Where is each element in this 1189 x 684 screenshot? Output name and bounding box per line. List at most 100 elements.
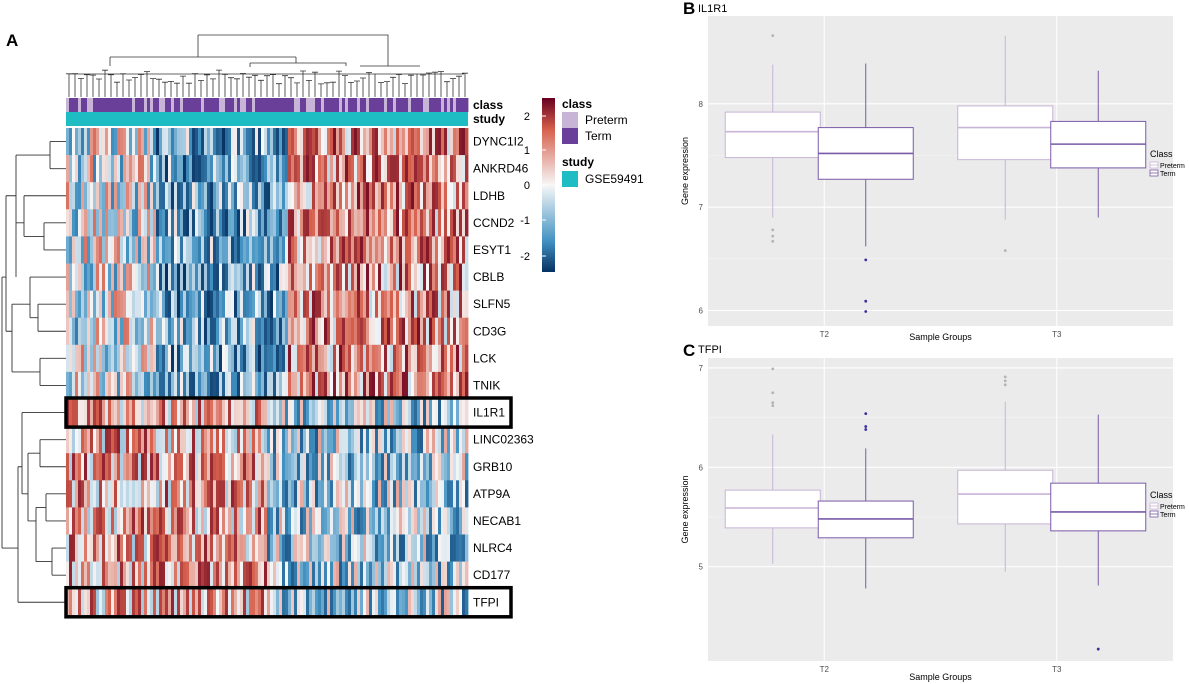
outlier-point [771, 34, 775, 38]
x-tick-label: T3 [1052, 665, 1062, 674]
box-term-t3 [1050, 414, 1147, 651]
legend-term-label: Term [585, 129, 612, 143]
outlier-point [1096, 647, 1100, 651]
x-tick-label: T2 [820, 665, 830, 674]
outlier-point [1003, 379, 1007, 383]
gene-label-nlrc4: NLRC4 [473, 541, 513, 555]
gene-label-atp9a: ATP9A [473, 487, 510, 501]
legend-study-label: GSE59491 [585, 172, 644, 186]
gene-label-necab1: NECAB1 [473, 514, 521, 528]
legend-preterm-label: Preterm [585, 113, 628, 127]
outlier-point [1003, 383, 1007, 387]
box-term-t3 [1050, 70, 1147, 218]
x-axis-label: Sample Groups [909, 672, 972, 682]
heatmap-panel: class study DYNC1I2 ANKRD46 LDHB CCND2 ESYT1… [1, 34, 644, 619]
scale-tick-label: 0 [524, 180, 530, 192]
box-preterm-t2 [724, 34, 821, 243]
y-axis-label: Gene expression [680, 137, 690, 205]
class-annotation-strip [66, 98, 469, 112]
x-tick-label: T3 [1052, 330, 1062, 339]
box-term-t2 [817, 63, 914, 313]
box-preterm-t3 [957, 35, 1054, 252]
color-scale-ticks: 2 1 0 -1 -2 [520, 111, 546, 263]
gene-label-esyt1: ESYT1 [473, 243, 511, 257]
plot-title: TFPI [698, 344, 722, 356]
heatmap-row-il1r1 [66, 399, 469, 427]
outlier-point [864, 425, 868, 428]
heatmap-row-ldhb [66, 182, 469, 210]
gene-label-ldhb: LDHB [473, 189, 505, 203]
heatmap-row-necab1 [66, 507, 469, 535]
outlier-point [1003, 249, 1007, 252]
outlier-point [771, 228, 775, 232]
legend-label-term: Term [1160, 512, 1176, 519]
outlier-point [771, 401, 775, 405]
legend-label-preterm: Preterm [1160, 163, 1185, 170]
heatmap-row-atp9a [66, 480, 469, 508]
outlier-point [771, 239, 775, 243]
gene-label-slfn5: SLFN5 [473, 297, 511, 311]
gene-label-ccnd2: CCND2 [473, 216, 515, 230]
gene-label-linc02363: LINC02363 [473, 433, 534, 447]
heatmap-row-slfn5 [66, 290, 469, 318]
row-dendrogram [1, 141, 66, 603]
y-tick-label: 7 [699, 364, 704, 373]
box-term-t2 [817, 412, 914, 589]
legend-study-swatch [562, 171, 578, 187]
heatmap-row-cblb [66, 263, 469, 291]
plot-title: IL1R1 [698, 3, 727, 15]
gene-label-cd177: CD177 [473, 568, 511, 582]
y-tick-label: 5 [699, 563, 704, 572]
highlight-boxes [64, 396, 513, 619]
legend-title: Class [1150, 490, 1173, 500]
study-row-label: study [473, 112, 505, 126]
highlight-box-tfpi [64, 585, 513, 619]
legend-label-term: Term [1160, 171, 1176, 178]
y-tick-label: 8 [699, 100, 704, 109]
legend-term-swatch [562, 128, 578, 144]
outlier-point [771, 404, 775, 408]
outlier-point [864, 412, 868, 416]
heatmap-row-ankrd46 [66, 155, 469, 183]
y-tick-label: 6 [699, 463, 704, 472]
il1r1-boxplot: 6 7 8 T2 T3 IL1R1 Sample Groups Gene expression… [680, 3, 1185, 342]
gene-label-cblb: CBLB [473, 270, 504, 284]
scale-tick-label: -1 [520, 215, 530, 227]
panel-label-c: C [683, 341, 695, 360]
heatmap-cells [66, 128, 469, 617]
gene-label-dync1i2: DYNC1I2 [473, 135, 524, 149]
heatmap-row-tfpi [66, 588, 469, 617]
legend-title: Class [1150, 149, 1173, 159]
heatmap-row-dync1i2 [66, 128, 469, 156]
gene-label-lck: LCK [473, 351, 496, 365]
heatmap-row-lck [66, 344, 469, 373]
y-axis-label: Gene expression [680, 475, 690, 543]
x-axis-label: Sample Groups [909, 332, 972, 342]
heatmap-row-esyt1 [66, 236, 469, 264]
y-tick-label: 6 [699, 307, 704, 316]
tfpi-boxplot: 5 6 7 T2 T3 TFPI Sample Groups Gene expression C… [680, 344, 1185, 682]
column-dendrogram [66, 34, 468, 97]
color-scale-bar [542, 98, 555, 272]
plot-background [708, 16, 1173, 326]
scale-tick-label: 1 [524, 145, 530, 157]
scale-tick-label: -2 [520, 251, 530, 263]
highlight-box-il1r1 [64, 396, 513, 429]
gene-label-tnik: TNIK [473, 378, 500, 392]
gene-label-ankrd46: ANKRD46 [473, 162, 529, 176]
y-tick-label: 7 [699, 203, 704, 212]
heatmap-row-nlrc4 [66, 534, 469, 562]
box-preterm-t2 [724, 367, 821, 564]
gene-label-cd3g: CD3G [473, 324, 506, 338]
heatmap-row-cd177 [66, 561, 469, 589]
outlier-point [1003, 375, 1007, 379]
panel-label-a: A [6, 31, 18, 50]
heatmap-row-cd3g [66, 317, 469, 346]
gene-label-il1r1: IL1R1 [473, 406, 505, 420]
legend-preterm-swatch [562, 112, 578, 128]
legend-class-title: class [562, 97, 592, 111]
gene-label-grb10: GRB10 [473, 460, 513, 474]
outlier-point [864, 299, 868, 303]
class-row-label: class [473, 98, 503, 112]
